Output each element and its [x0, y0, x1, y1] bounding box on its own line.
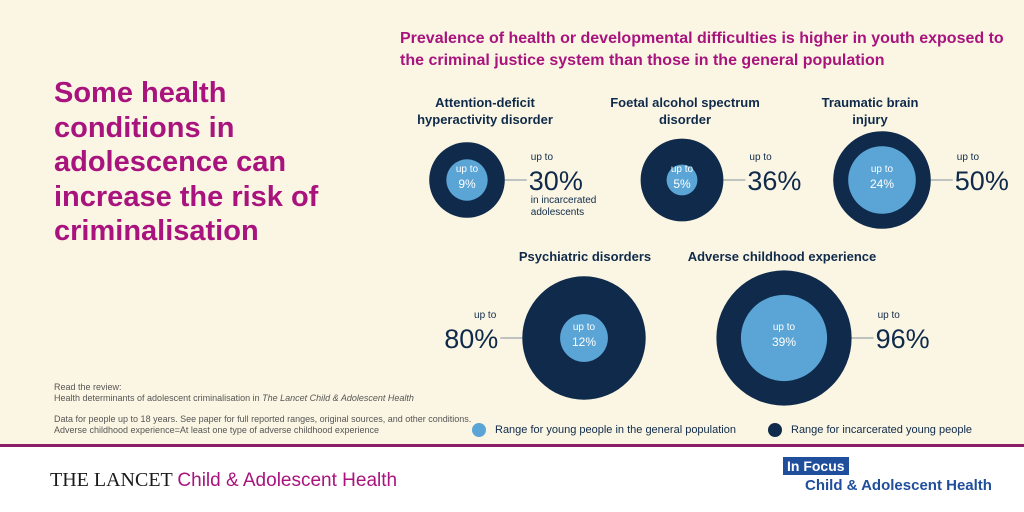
inner-prefix-ace: up to — [773, 322, 796, 333]
legend-dot-general-icon — [472, 423, 486, 437]
inner-value-psychiatric: 12% — [572, 335, 596, 349]
outer-prefix-psychiatric: up to — [474, 310, 497, 321]
outer-value-psychiatric: 80% — [444, 324, 498, 354]
condition-title-fasd: Foetal alcohol spectrum disorder — [610, 95, 760, 127]
outer-value-tbi: 50% — [955, 166, 1009, 196]
inner-prefix-psychiatric: up to — [573, 322, 596, 333]
lancet-wordmark: THE LANCET — [50, 469, 173, 491]
inner-prefix-fasd: up to — [671, 164, 694, 175]
legend-item-incarcerated: Range for incarcerated young people — [768, 423, 972, 437]
inner-value-ace: 39% — [772, 335, 796, 349]
legend-item-general: Range for young people in the general po… — [472, 423, 736, 437]
chart-subtitle: Prevalence of health or developmental di… — [400, 30, 1004, 69]
bubble-chart: up to 9% up to 30%in incarceratedadolescent… — [429, 131, 1009, 406]
inner-value-adhd: 9% — [458, 177, 476, 191]
in-focus-tag: In Focus — [783, 457, 849, 475]
legend-dot-incarcerated-icon — [768, 423, 782, 437]
footer: THE LANCET Child & Adolescent Health In … — [0, 447, 1024, 512]
in-focus-logo[interactable]: In Focus Child & Adolescent Health — [783, 457, 992, 494]
condition-title-psychiatric: Psychiatric disorders — [518, 249, 652, 264]
read-review-label: Read the review: — [54, 382, 122, 392]
outer-prefix-adhd: up to — [531, 152, 554, 163]
outer-value-fasd: 36% — [747, 166, 801, 196]
condition-title-ace: Adverse childhood experience — [687, 249, 877, 264]
bubble-general-tbi — [848, 146, 916, 214]
inner-prefix-tbi: up to — [871, 164, 894, 175]
outer-prefix-fasd: up to — [749, 152, 772, 163]
bubble-general-ace — [740, 294, 828, 382]
legend-label-incarcerated: Range for incarcerated young people — [791, 424, 973, 436]
bubble-general-fasd — [666, 164, 698, 196]
footnote-data: Data for people up to 18 years. See pape… — [54, 414, 472, 424]
footnote-definition: Adverse childhood experience=At least on… — [54, 425, 379, 435]
in-focus-subtitle: Child & Adolescent Health — [805, 477, 992, 494]
read-review-citation-prefix: Health determinants of adolescent crimin… — [54, 393, 263, 403]
condition-title-tbi: Traumatic brain injury — [821, 95, 919, 127]
footer-divider — [0, 444, 1024, 447]
read-review: Read the review: Health determinants of … — [54, 382, 414, 404]
footnotes: Data for people up to 18 years. See pape… — [54, 414, 471, 436]
read-review-citation[interactable]: Health determinants of adolescent crimin… — [54, 393, 414, 404]
legend-label-general: Range for young people in the general po… — [495, 424, 736, 436]
outer-note-line1-adhd: in incarcerated — [531, 195, 597, 206]
bubble-general-adhd — [446, 159, 488, 201]
inner-prefix-adhd: up to — [456, 164, 479, 175]
inner-value-fasd: 5% — [673, 177, 691, 191]
outer-prefix-ace: up to — [878, 310, 901, 321]
condition-title-adhd: Attention-deficit hyperactivity disorder — [417, 95, 553, 127]
outer-value-adhd: 30% — [529, 166, 583, 196]
outer-value-ace: 96% — [876, 324, 930, 354]
headline: Some health conditions in adolescence ca… — [54, 77, 319, 247]
outer-note-line2-adhd: adolescents — [531, 207, 584, 218]
read-review-journal: The Lancet Child & Adolescent Health — [262, 393, 414, 403]
inner-value-tbi: 24% — [870, 177, 894, 191]
outer-prefix-tbi: up to — [957, 152, 980, 163]
lancet-logo[interactable]: THE LANCET Child & Adolescent Health — [50, 469, 397, 492]
bubble-general-psychiatric — [560, 314, 608, 362]
lancet-journal-name: Child & Adolescent Health — [177, 470, 398, 491]
